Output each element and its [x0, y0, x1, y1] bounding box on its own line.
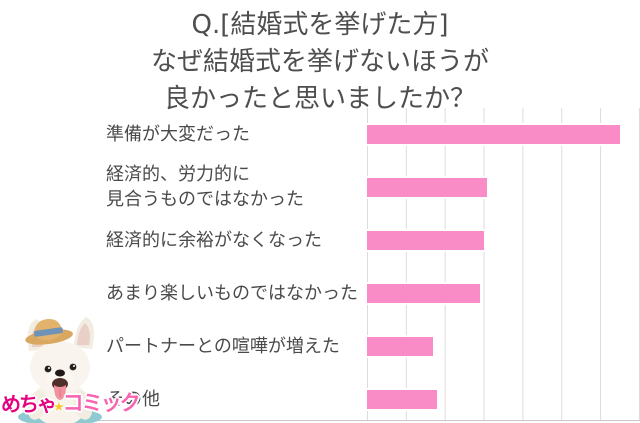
category-label: 経済的、労力的に見合うものではなかった: [106, 162, 364, 212]
bar-2: [367, 177, 488, 197]
category-label-line: 見合うものではなかった: [106, 189, 304, 210]
category-label-line: その他: [106, 388, 160, 410]
category-label-line: 経済的、労力的に: [106, 164, 250, 185]
bar-1: [367, 124, 620, 144]
x-axis-line: [95, 420, 640, 421]
chart-title: Q.[結婚式を挙げた方] なぜ結婚式を挙げないほうが 良かったと思いましたか？: [0, 7, 640, 118]
logo-text-comic: コミック: [62, 391, 141, 415]
bar-5: [367, 336, 434, 356]
star-icon: ★: [53, 400, 65, 415]
category-label: あまり楽しいものではなかった: [106, 281, 364, 306]
category-label-line: あまり楽しいものではなかった: [106, 282, 358, 304]
bulldog-mascot-image: [18, 317, 102, 423]
chart-title-line-1: Q.[結婚式を挙げた方]: [191, 10, 449, 40]
category-label-line: 経済的に余裕がなくなった: [106, 229, 322, 251]
mechacomic-logo: めちゃ ★ コミック: [1, 390, 141, 417]
bar-4: [367, 283, 480, 303]
category-label-line: パートナーとの喧嘩が増えた: [106, 335, 340, 357]
category-label: 準備が大変だった: [106, 122, 364, 147]
plot-area: [367, 108, 640, 420]
chart-title-line-2: なぜ結婚式を挙げないほうが: [150, 47, 489, 77]
bar-6: [367, 389, 437, 409]
category-label: その他: [106, 387, 364, 412]
bar-3: [367, 230, 484, 250]
logo-text-mecha: めちゃ: [1, 392, 57, 416]
category-label: パートナーとの喧嘩が増えた: [106, 334, 364, 359]
category-label-line: 準備が大変だった: [106, 123, 250, 145]
category-label: 経済的に余裕がなくなった: [106, 228, 364, 253]
